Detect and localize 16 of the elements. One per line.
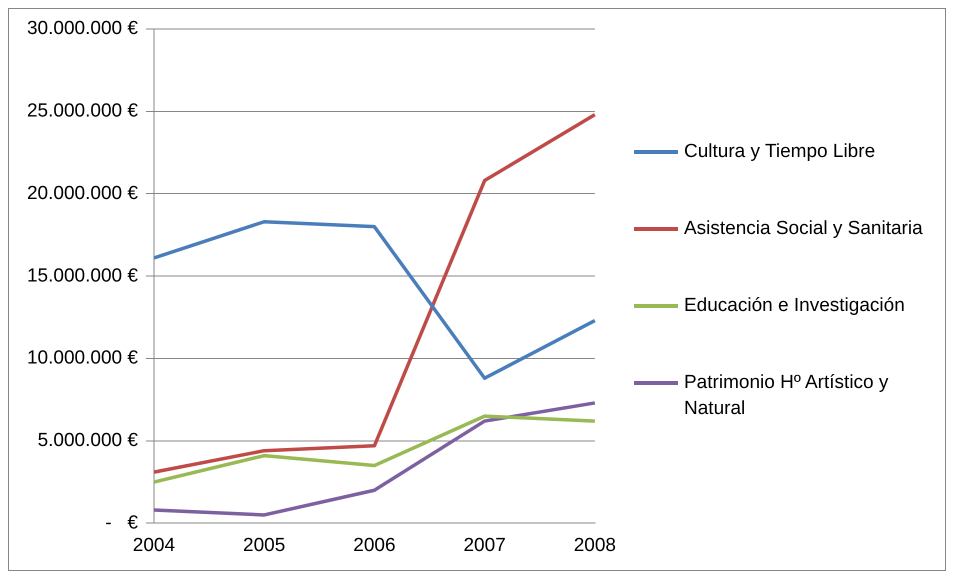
legend-label: Asistencia Social y Sanitaria (684, 217, 924, 241)
y-tick-label: 15.000.000 € (26, 265, 138, 286)
y-tick-label: 30.000.000 € (26, 18, 138, 40)
legend-label: Patrimonio Hº Artístico y Natural (684, 371, 890, 421)
y-tick-label: 25.000.000 € (26, 100, 138, 122)
y-tick-label: 10.000.000 € (26, 348, 138, 369)
x-tick-label: 2004 (132, 534, 176, 556)
x-tick-label: 2005 (243, 534, 286, 556)
x-tick-label: 2006 (353, 534, 396, 556)
y-tick-label: - € (105, 512, 138, 534)
x-tick-label: 2008 (574, 534, 616, 556)
legend-label: Cultura y Tiempo Libre (684, 140, 876, 164)
y-tick-label: 20.000.000 € (26, 182, 138, 204)
y-tick-label: 5.000.000 € (38, 430, 138, 452)
x-tick-label: 2007 (463, 534, 506, 556)
legend-label: Educación e Investigación (684, 294, 906, 318)
